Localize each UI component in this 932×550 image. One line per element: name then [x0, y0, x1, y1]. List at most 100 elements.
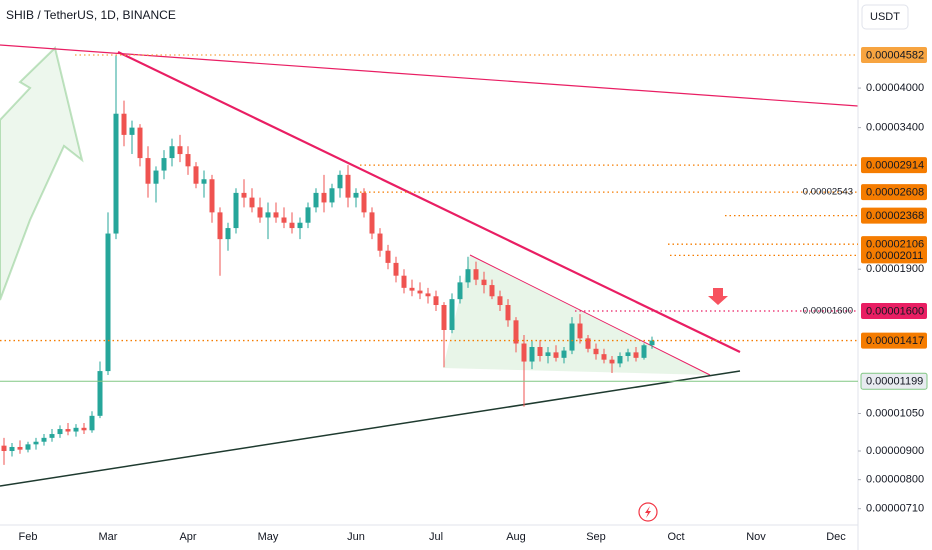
- candle-body: [585, 338, 591, 349]
- x-tick-label: May: [258, 531, 279, 543]
- candle-body: [161, 158, 167, 171]
- candle-body: [129, 127, 135, 135]
- x-tick-label: Mar: [99, 531, 118, 543]
- candle-body: [449, 299, 455, 330]
- candle-body: [521, 343, 527, 362]
- up-arrow-drawing: [0, 46, 84, 301]
- price-level-box: [861, 303, 927, 320]
- candle-body: [65, 429, 71, 432]
- candle-body: [497, 296, 503, 306]
- candle-body: [49, 434, 55, 438]
- candle-body: [217, 212, 223, 240]
- x-tick-label: Jul: [429, 531, 443, 543]
- candle-body: [633, 352, 639, 358]
- candle-body: [17, 446, 23, 450]
- candle-body: [137, 127, 143, 159]
- candle-body: [457, 282, 463, 300]
- candle-body: [593, 348, 599, 355]
- candle-body: [329, 188, 335, 203]
- candle-body: [489, 285, 495, 297]
- candle-body: [345, 174, 351, 198]
- candle-body: [385, 250, 391, 263]
- event-icon[interactable]: [638, 502, 658, 522]
- candle-body: [121, 113, 127, 135]
- candle-body: [41, 437, 47, 442]
- triangle-drawing: [443, 255, 710, 375]
- price-level-label: 0.00002608: [866, 187, 924, 199]
- candle-body: [537, 347, 543, 356]
- currency-button[interactable]: [861, 4, 909, 30]
- candle-body: [337, 174, 343, 189]
- candle-body: [297, 222, 303, 229]
- candle-body: [33, 441, 39, 445]
- candle-body: [377, 233, 383, 251]
- candle-body: [105, 233, 111, 372]
- candle-body: [73, 427, 79, 432]
- plot: 0.00004000 0.00003400 0.00001900 0.00001050…: [1, 55, 924, 543]
- candle-body: [321, 192, 327, 203]
- candle-body: [25, 444, 31, 450]
- candle-body: [169, 146, 175, 159]
- candle-body: [113, 113, 119, 234]
- candle-body: [241, 192, 247, 198]
- candle-body: [577, 323, 583, 339]
- candle-body: [145, 158, 151, 184]
- candle-body: [625, 352, 631, 356]
- chart-title: SHIB / TetherUS, 1D, BINANCE: [6, 8, 176, 22]
- candle-body: [57, 429, 63, 435]
- candle-body: [89, 415, 95, 431]
- candle-body: [433, 296, 439, 306]
- candle-body: [257, 207, 263, 218]
- candle-body: [393, 262, 399, 276]
- x-tick-label: Dec: [826, 531, 846, 543]
- y-tick-label: 0.00001900: [866, 263, 924, 275]
- x-tick-label: Feb: [19, 531, 38, 543]
- x-tick-label: Aug: [506, 531, 526, 543]
- candle-body: [641, 345, 647, 358]
- candle-body: [281, 217, 287, 223]
- candle-body: [417, 290, 423, 294]
- x-tick-label: Sep: [586, 531, 606, 543]
- trend-line: [117, 51, 741, 353]
- candle-body: [649, 340, 655, 346]
- down-arrow-drawing: [708, 288, 728, 305]
- price-level-box: [861, 47, 927, 64]
- candle-body: [481, 279, 487, 286]
- price-level-label: 0.00001417: [866, 335, 924, 347]
- x-tick-label: Apr: [179, 531, 196, 543]
- candle-body: [273, 212, 279, 218]
- y-tick-label: 0.00003400: [866, 122, 924, 134]
- candle-body: [185, 154, 191, 167]
- candle-body: [529, 347, 535, 362]
- price-level-label: 0.00002011: [866, 250, 923, 262]
- candle-body: [505, 305, 511, 321]
- candle-body: [561, 350, 567, 358]
- price-level-note: 0.00001600: [803, 306, 853, 317]
- candle-body: [617, 355, 623, 364]
- candle-body: [233, 192, 239, 229]
- price-level-label: 0.00001600: [866, 305, 924, 317]
- candle-body: [225, 228, 231, 240]
- candle-body: [361, 192, 367, 213]
- x-tick-label: Jun: [347, 531, 365, 543]
- x-tick-label: Nov: [746, 531, 766, 543]
- candle-body: [1, 445, 7, 452]
- candle-body: [545, 352, 551, 356]
- candle-body: [609, 359, 615, 364]
- trend-line: [469, 254, 711, 376]
- candle-body: [9, 446, 15, 452]
- candle-body: [153, 170, 159, 184]
- candle-body: [265, 212, 271, 218]
- price-level-label: 0.00001199: [866, 376, 923, 388]
- candle-body: [409, 287, 415, 291]
- price-level-box: [861, 207, 927, 224]
- candle-body: [353, 192, 359, 198]
- price-level-box: [861, 157, 927, 174]
- price-level-box: [861, 247, 927, 264]
- y-tick-label: 0.00001050: [866, 407, 924, 419]
- candle-body: [473, 269, 479, 280]
- candle-body: [425, 293, 431, 297]
- trend-line: [0, 370, 741, 487]
- candle-body: [601, 354, 607, 360]
